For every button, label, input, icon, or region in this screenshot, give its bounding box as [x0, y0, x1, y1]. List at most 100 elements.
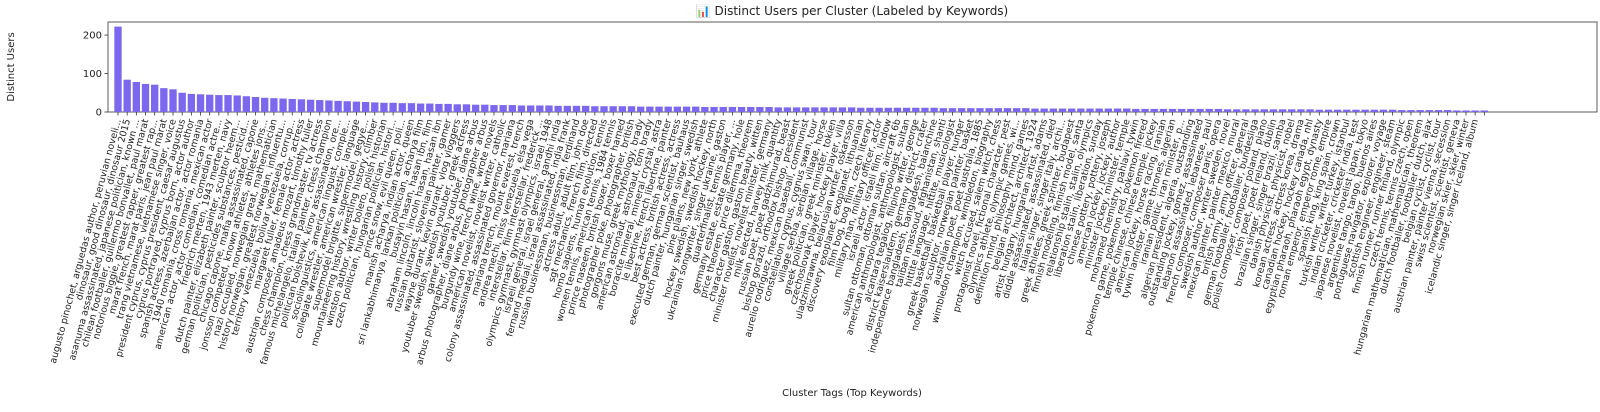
bar	[1306, 109, 1314, 112]
bar	[196, 94, 205, 112]
bar	[866, 107, 874, 112]
bar	[1196, 108, 1204, 112]
bar	[948, 108, 957, 112]
bar	[1260, 109, 1268, 112]
bar	[160, 88, 168, 112]
bar	[1086, 108, 1094, 112]
bar	[765, 107, 773, 112]
bar	[508, 105, 516, 112]
bar	[334, 100, 342, 112]
bar	[802, 107, 810, 112]
bar	[1159, 108, 1168, 112]
bar	[673, 106, 682, 112]
bar	[169, 89, 177, 112]
bar	[371, 102, 379, 112]
bar	[352, 101, 361, 112]
bar	[1049, 108, 1058, 112]
bar	[536, 105, 544, 112]
bar	[646, 106, 654, 112]
bar	[325, 100, 333, 112]
bar	[545, 105, 553, 112]
bar	[361, 102, 370, 112]
bar	[719, 107, 727, 112]
bar	[1379, 109, 1388, 112]
y-tick-label: 0	[96, 108, 102, 119]
bar	[692, 106, 700, 112]
bar	[398, 103, 406, 112]
bar	[517, 105, 526, 112]
bar	[829, 107, 837, 112]
bar	[609, 106, 617, 112]
bar	[114, 26, 122, 112]
bar	[1407, 110, 1415, 112]
bar	[435, 103, 443, 112]
bar	[756, 107, 764, 112]
bar	[1388, 109, 1397, 112]
bar	[985, 108, 993, 112]
bar	[811, 107, 819, 112]
bar	[481, 104, 489, 112]
bar	[893, 107, 902, 112]
bar	[902, 107, 911, 112]
bar	[343, 101, 351, 112]
bar	[242, 96, 251, 112]
bar	[1242, 109, 1250, 112]
bar	[206, 94, 214, 112]
bar	[930, 107, 938, 112]
bar	[967, 108, 975, 112]
bar	[976, 108, 984, 112]
bar	[141, 83, 150, 112]
bar	[416, 103, 425, 112]
bar	[921, 107, 929, 112]
bar	[444, 103, 452, 112]
bar	[187, 93, 196, 112]
bar	[774, 107, 782, 112]
bar	[655, 106, 663, 112]
bar	[664, 106, 672, 112]
bar	[426, 103, 434, 112]
bar	[453, 104, 461, 112]
bar	[1352, 109, 1360, 112]
bar	[1178, 108, 1186, 112]
bar	[1187, 108, 1195, 112]
bar	[627, 106, 636, 112]
bar	[1315, 109, 1323, 112]
chart-title: 📊 Distinct Users per Cluster (Labeled by…	[696, 4, 1009, 18]
bar	[939, 108, 947, 112]
bar	[1453, 110, 1461, 112]
bar	[1398, 110, 1406, 112]
bar	[1434, 110, 1443, 112]
bar	[1104, 108, 1113, 112]
bar	[701, 107, 709, 112]
bar	[600, 106, 608, 112]
bar	[1068, 108, 1076, 112]
bar	[1288, 109, 1296, 112]
bar	[132, 82, 141, 112]
bar	[1113, 108, 1122, 112]
bar	[1003, 108, 1012, 112]
bar	[1361, 109, 1369, 112]
bar	[306, 99, 315, 112]
bar	[526, 105, 535, 112]
bar	[1480, 110, 1488, 112]
bar	[1141, 108, 1149, 112]
bar	[1251, 109, 1259, 112]
x-axis-label: Cluster Tags (Top Keywords)	[782, 388, 922, 399]
bar	[1333, 109, 1342, 112]
bar	[1343, 109, 1351, 112]
bar	[471, 104, 480, 112]
bar	[884, 107, 892, 112]
bar	[251, 97, 260, 112]
bar	[279, 98, 287, 112]
bar	[1058, 108, 1067, 112]
bar	[591, 106, 599, 112]
bar	[1012, 108, 1021, 112]
bar	[994, 108, 1002, 112]
bar	[1269, 109, 1278, 112]
bar	[261, 97, 269, 112]
bar	[178, 92, 186, 112]
bar	[462, 104, 471, 112]
bar	[637, 106, 645, 112]
bar	[1425, 110, 1433, 112]
